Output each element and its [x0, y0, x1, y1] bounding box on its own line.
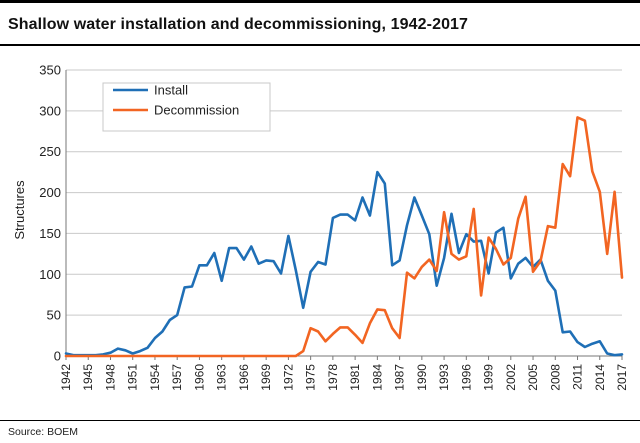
x-tick-label: 2008 — [548, 364, 562, 391]
x-tick-label: 1996 — [459, 364, 473, 391]
legend-label-decommission: Decommission — [154, 103, 239, 118]
y-tick-label: 350 — [39, 63, 61, 78]
y-tick-label: 300 — [39, 103, 61, 118]
x-tick-label: 2014 — [593, 364, 607, 391]
y-tick-label: 50 — [47, 308, 61, 323]
y-tick-label: 250 — [39, 144, 61, 159]
y-axis-label: Structures — [12, 180, 27, 240]
x-tick-label: 1942 — [59, 364, 73, 391]
x-tick-label: 1960 — [192, 364, 206, 391]
x-tick-labels: 1942 1945 1948 1951 1954 1957 1960 1963 1966 1969… — [59, 364, 629, 391]
x-tick-label: 1969 — [259, 364, 273, 391]
y-tick-label: 0 — [54, 349, 61, 364]
chart-title: Shallow water installation and decommiss… — [8, 16, 469, 33]
y-tick-labels: 0 50 100 150 200 250 300 350 — [39, 63, 61, 364]
x-tick-label: 1999 — [482, 364, 496, 391]
title-rule — [0, 44, 640, 46]
x-tick-label: 2005 — [526, 364, 540, 391]
x-tick-label: 1975 — [304, 364, 318, 391]
x-tick-label: 1948 — [103, 364, 117, 391]
x-tick-label: 2002 — [504, 364, 518, 391]
source-note: Source: BOEM — [8, 426, 79, 438]
x-tick-label: 1978 — [326, 364, 340, 391]
bottom-rule — [0, 420, 640, 421]
series-lines — [64, 116, 624, 358]
y-tick-label: 150 — [39, 226, 61, 241]
y-tick-label: 100 — [39, 267, 61, 282]
x-tick-label: 1966 — [237, 364, 251, 391]
x-tick-label: 1981 — [348, 364, 362, 391]
x-tick-label: 1963 — [215, 364, 229, 391]
x-tick-label: 1987 — [393, 364, 407, 391]
x-tick-label: 1990 — [415, 364, 429, 391]
legend-label-install: Install — [154, 83, 188, 98]
x-tick-label: 2011 — [571, 364, 585, 390]
series-line-install — [64, 170, 624, 357]
x-tick-label: 1972 — [281, 364, 295, 391]
y-tick-label: 200 — [39, 185, 61, 200]
x-tick-label: 2017 — [615, 364, 629, 391]
x-tick-label: 1945 — [81, 364, 95, 391]
series-line-decommission — [64, 116, 624, 358]
x-tick-label: 1951 — [126, 364, 140, 391]
x-tick-label: 1993 — [437, 364, 451, 391]
x-tick-label: 1954 — [148, 364, 162, 391]
x-tick-label: 1984 — [370, 364, 384, 391]
top-rule — [0, 0, 640, 3]
legend: Install Decommission — [102, 82, 271, 132]
x-tick-label: 1957 — [170, 364, 184, 391]
